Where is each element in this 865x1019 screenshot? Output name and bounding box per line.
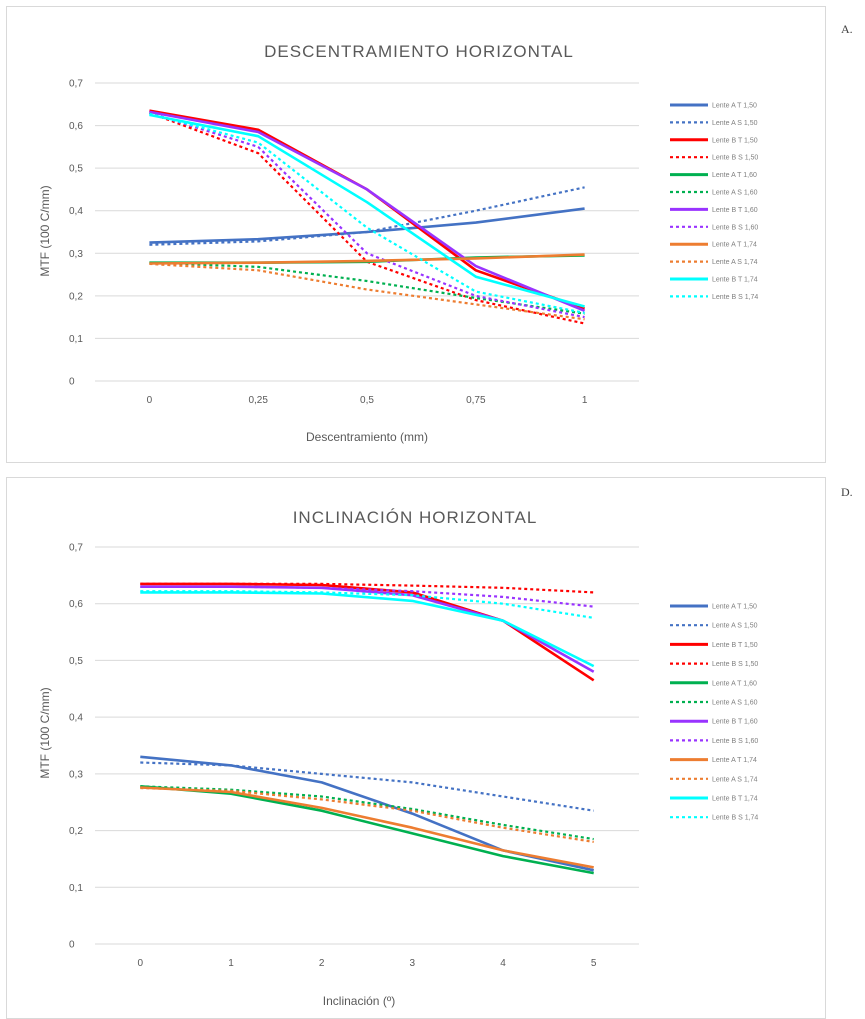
legend-label: Lente B T 1,50 [712,642,758,649]
series-line [149,111,585,325]
legend-label: Lente A S 1,50 [712,623,758,630]
chart-title: INCLINACIÓN HORIZONTAL [293,508,538,527]
legend-label: Lente A T 1,74 [712,757,757,764]
series-line [149,186,585,246]
y-tick-label: 0,5 [69,656,83,667]
panel-letter-d: D. [841,485,853,499]
legend-label: Lente A T 1,50 [712,604,757,611]
x-tick-label: 2 [319,958,325,969]
x-tick-label: 1 [582,395,588,406]
y-tick-label: 0 [69,377,75,388]
legend-label: Lente A T 1,60 [712,172,757,179]
y-tick-label: 0,7 [69,543,83,554]
y-axis-label: MTF (100 C/mm) [38,687,52,778]
x-axis-label: Inclinación (º) [323,994,395,1008]
x-tick-label: 0,5 [360,395,374,406]
series-line [149,207,585,244]
y-tick-label: 0,1 [69,334,83,345]
series-line [149,111,585,319]
y-tick-label: 0,3 [69,769,83,780]
legend-label: Lente A S 1,50 [712,120,758,127]
y-tick-label: 0,4 [69,206,83,217]
series-line [140,591,595,668]
legend-label: Lente B S 1,50 [712,155,758,162]
series-line [149,113,585,308]
legend-label: Lente B S 1,50 [712,661,758,668]
y-tick-label: 0,3 [69,249,83,260]
legend-label: Lente A S 1,74 [712,776,758,783]
x-tick-label: 0 [147,395,153,406]
y-tick-label: 0,1 [69,883,83,894]
series-line [140,786,594,843]
legend-label: Lente A S 1,60 [712,700,758,707]
legend-label: Lente A S 1,60 [712,190,758,197]
legend-label: Lente B T 1,50 [712,137,758,144]
legend-label: Lente B S 1,60 [712,738,758,745]
y-tick-label: 0,7 [69,79,83,90]
legend-label: Lente B T 1,74 [712,277,758,284]
legend-label: Lente A T 1,74 [712,242,757,249]
y-tick-label: 0,2 [69,291,83,302]
legend-label: Lente B T 1,60 [712,719,758,726]
y-tick-label: 0,2 [69,826,83,837]
x-tick-label: 0 [138,958,144,969]
chart-panel-inclinacion: INCLINACIÓN HORIZONTAL Inclinación (º) M… [6,477,826,1019]
series-line [149,253,585,265]
x-tick-label: 0,25 [248,395,268,406]
chart-svg-inclinacion: INCLINACIÓN HORIZONTAL Inclinación (º) M… [38,508,758,1008]
legend-label: Lente A T 1,60 [712,680,757,687]
series-line [140,761,594,812]
x-tick-label: 3 [410,958,416,969]
legend-label: Lente B S 1,74 [712,815,758,822]
x-tick-label: 5 [591,958,597,969]
chart-title: DESCENTRAMIENTO HORIZONTAL [264,42,574,61]
legend-label: Lente B T 1,74 [712,796,758,803]
series-line [149,262,585,321]
x-tick-label: 4 [500,958,506,969]
series-line [149,109,586,310]
legend-label: Lente A S 1,74 [712,259,758,266]
series-line [140,590,594,619]
legend-label: Lente B S 1,74 [712,294,758,301]
y-tick-label: 0,5 [69,164,83,175]
chart-svg-descentramiento: DESCENTRAMIENTO HORIZONTAL Descentramien… [38,42,758,444]
legend-label: Lente A T 1,50 [712,103,757,110]
x-axis-label: Descentramiento (mm) [306,430,428,444]
series-line [140,785,594,841]
y-axis-label: MTF (100 C/mm) [38,185,52,276]
series-line [140,786,594,869]
panel-letter-a: A. [841,22,853,36]
x-tick-label: 0,75 [466,395,486,406]
series-line [140,585,594,608]
y-tick-label: 0,6 [69,121,83,132]
chart-panel-descentramiento: DESCENTRAMIENTO HORIZONTAL Descentramien… [6,6,826,463]
x-tick-label: 1 [228,958,234,969]
legend-label: Lente B T 1,60 [712,207,758,214]
y-tick-label: 0,6 [69,599,83,610]
series-line [149,261,585,315]
series-line [149,110,586,313]
legend-label: Lente B S 1,60 [712,224,758,231]
y-tick-label: 0,4 [69,713,83,724]
y-tick-label: 0 [69,940,75,951]
